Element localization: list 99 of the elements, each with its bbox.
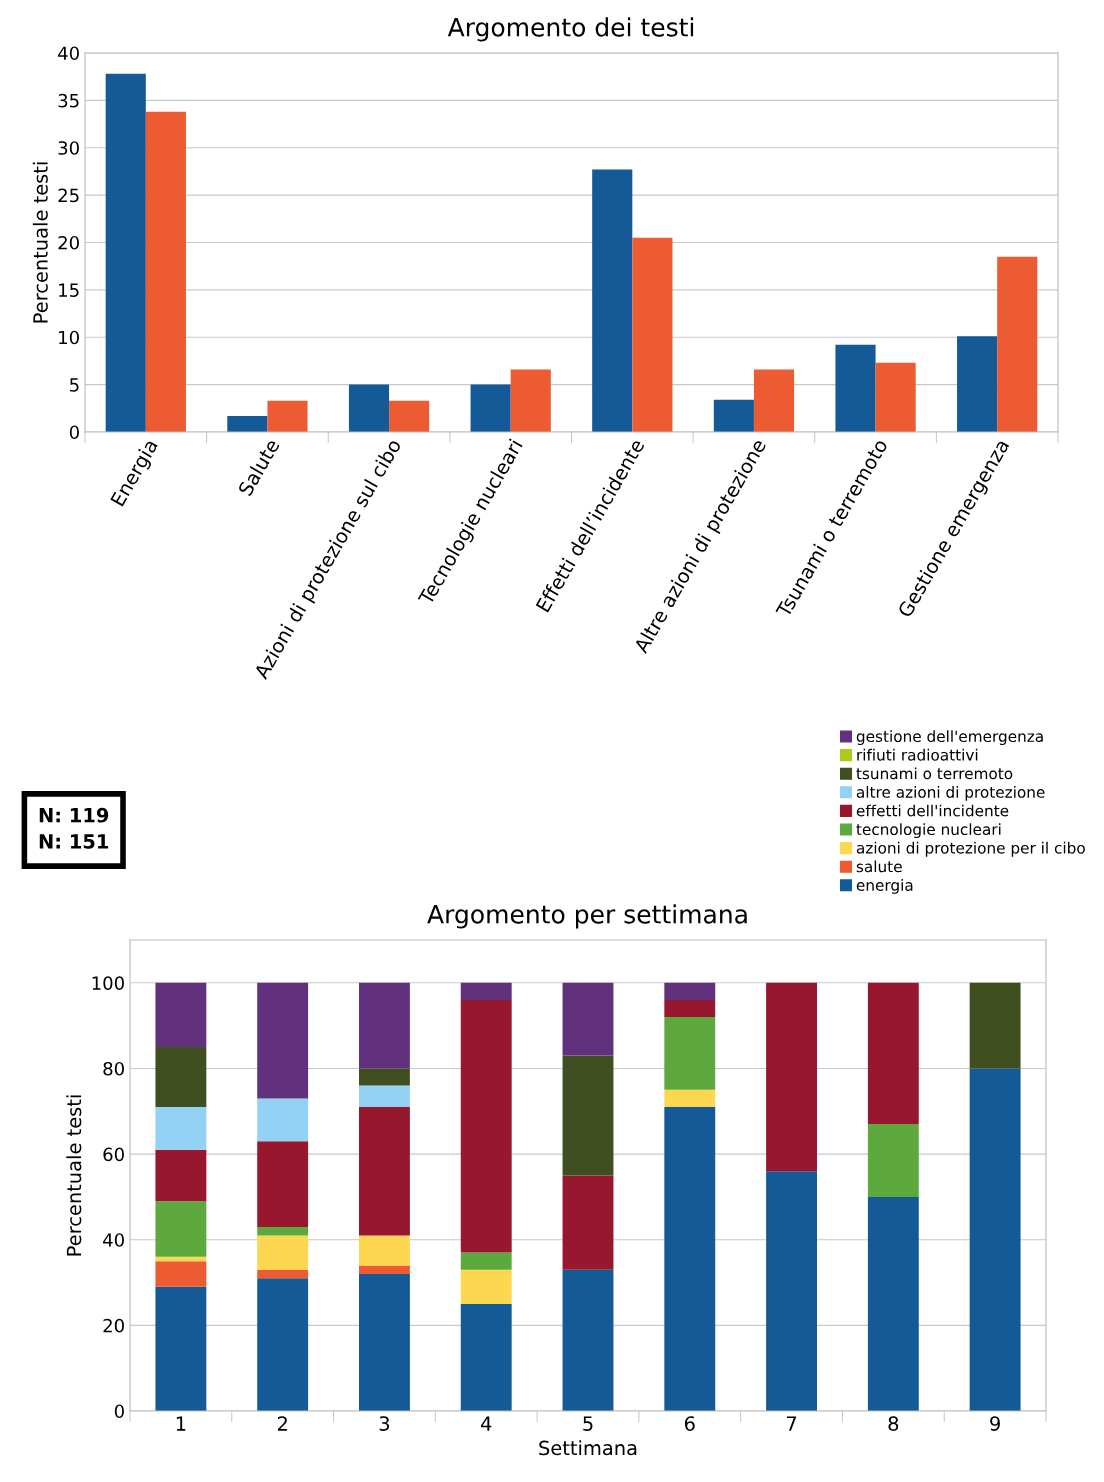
text: N: 151 — [39, 834, 109, 849]
bar — [664, 1017, 716, 1090]
bar — [257, 1269, 309, 1279]
y-tick-label: 60 — [103, 1147, 124, 1162]
bar — [348, 384, 390, 432]
bar — [227, 415, 268, 432]
y-tick-label: 10 — [59, 330, 79, 345]
y-tick-label: 100 — [92, 976, 124, 990]
bar — [155, 1256, 207, 1262]
y-axis-title: Percentuale testi — [66, 1095, 82, 1256]
x-tick-label: 5 — [583, 1416, 593, 1431]
bar — [155, 1261, 207, 1287]
bar — [562, 1175, 614, 1270]
bar — [562, 1269, 614, 1411]
chart-title: Argomento per settimana — [427, 904, 747, 929]
bar — [997, 256, 1038, 432]
legend-label: tsunami o terremoto — [856, 767, 1013, 780]
y-tick-label: 40 — [58, 46, 79, 61]
bar — [867, 1196, 919, 1411]
bar — [460, 1269, 512, 1304]
y-tick-label: 25 — [58, 188, 79, 203]
bar — [867, 1124, 919, 1197]
bar — [592, 169, 633, 432]
y-tick-label: 0 — [69, 425, 79, 440]
bar — [957, 336, 998, 432]
x-tick-label: 7 — [786, 1416, 797, 1431]
legend-label: azioni di protezione per il cibo — [856, 841, 1085, 857]
bar — [460, 982, 512, 1000]
bar — [562, 1055, 614, 1176]
bar — [145, 111, 186, 432]
bar — [766, 982, 817, 1172]
bar — [389, 400, 430, 432]
y-tick-label: 30 — [58, 141, 79, 155]
bar — [359, 1235, 410, 1266]
bar — [632, 237, 673, 432]
x-tick-label: 6 — [684, 1416, 695, 1431]
bar — [460, 1303, 512, 1411]
bar — [359, 982, 410, 1069]
y-axis-title: Percentuale testi — [32, 162, 48, 323]
x-tick-label: 8 — [888, 1416, 899, 1431]
bar — [664, 1089, 716, 1107]
bar — [713, 399, 754, 432]
bar — [155, 982, 207, 1048]
y-tick-label: 15 — [59, 283, 79, 297]
bar — [359, 1085, 410, 1107]
bar — [257, 982, 309, 1099]
bar — [562, 982, 614, 1056]
bar — [470, 384, 511, 432]
y-tick-label: 80 — [103, 1061, 124, 1076]
bar — [460, 1252, 512, 1270]
chart-title: Argomento dei testi — [447, 17, 694, 42]
bar — [359, 1106, 410, 1236]
bar — [257, 1278, 309, 1411]
y-tick-label: 0 — [114, 1404, 124, 1419]
bar — [105, 73, 146, 432]
bar — [155, 1286, 207, 1411]
bar — [835, 344, 876, 432]
bar — [969, 1068, 1021, 1411]
y-tick-label: 5 — [70, 378, 79, 392]
bar — [359, 1265, 410, 1274]
legend-label: tecnologie nucleari — [856, 823, 1001, 839]
x-tick-label: 2 — [277, 1416, 287, 1431]
bar — [664, 982, 716, 1000]
bar — [875, 362, 916, 432]
legend-label: effetti dell'incidente — [856, 804, 1009, 817]
legend-label: rifiuti radioattivi — [857, 748, 978, 761]
bar — [664, 1106, 716, 1411]
y-tick-label: 20 — [103, 1318, 124, 1333]
y-tick-label: 20 — [58, 235, 79, 250]
x-tick-label: 9 — [990, 1416, 1000, 1431]
x-tick-label: 1 — [176, 1416, 186, 1431]
bar — [969, 982, 1021, 1069]
bar — [359, 1068, 410, 1086]
bar — [510, 369, 551, 432]
legend-label: gestione dell'emergenza — [856, 730, 1043, 746]
bar — [460, 999, 512, 1253]
bar — [753, 369, 795, 432]
bar — [257, 1226, 309, 1236]
text: N: 119 — [39, 807, 109, 823]
bar — [267, 400, 308, 432]
y-tick-label: 40 — [103, 1233, 124, 1247]
bar — [155, 1047, 207, 1107]
bar — [867, 982, 919, 1125]
bar — [155, 1149, 207, 1202]
legend-label: energia — [856, 879, 913, 894]
x-tick-label: 4 — [480, 1416, 492, 1431]
bar — [257, 1098, 309, 1142]
bar — [155, 1106, 207, 1150]
bar — [155, 1201, 207, 1257]
y-tick-label: 35 — [58, 93, 79, 108]
bar — [359, 1273, 410, 1411]
x-tick-label: 3 — [379, 1416, 390, 1431]
bar — [257, 1141, 309, 1227]
legend-label: salute — [856, 860, 902, 873]
bar — [664, 999, 716, 1018]
bar — [257, 1235, 309, 1270]
bar — [766, 1171, 817, 1411]
legend-label: altre azioni di protezione — [856, 786, 1045, 801]
x-axis-title: Settimana — [539, 1440, 637, 1456]
